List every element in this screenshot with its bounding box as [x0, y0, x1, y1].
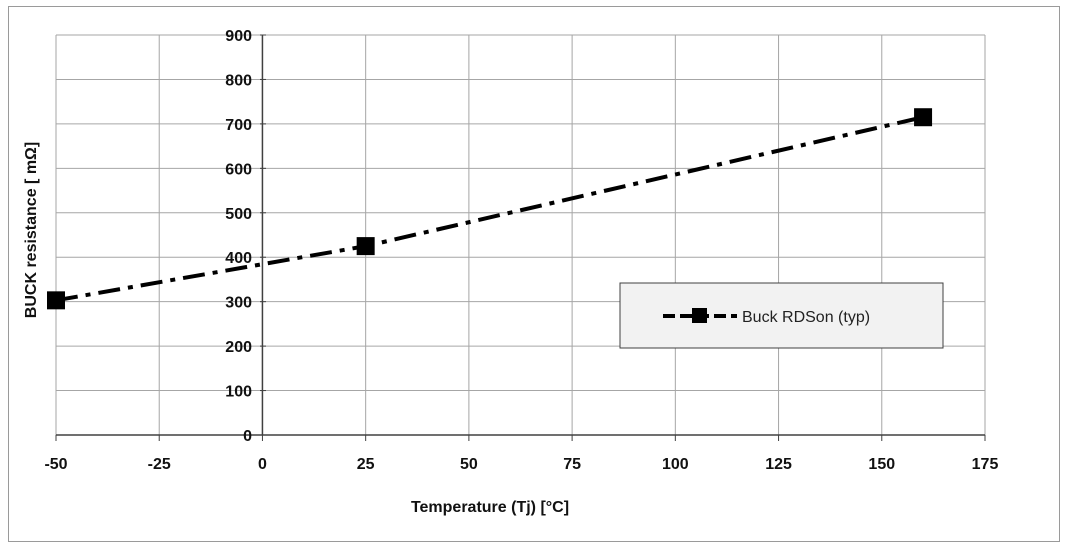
data-point-marker: [47, 291, 65, 310]
x-tick-label: 25: [357, 456, 375, 473]
grid-lines: [55, 34, 986, 436]
x-tick-label: 0: [258, 456, 267, 473]
y-axis-title: BUCK resistance [ mΩ]: [23, 142, 40, 318]
y-tick-label: 400: [225, 250, 252, 267]
data-point-marker: [356, 237, 375, 256]
y-tick-label: 900: [225, 28, 252, 45]
legend: Buck RDSon (typ): [619, 282, 944, 349]
x-axis-title: Temperature (Tj) [°C]: [411, 499, 569, 516]
legend-marker: [692, 308, 707, 323]
x-tick-label: 150: [868, 456, 895, 473]
data-point-marker: [914, 108, 933, 127]
x-tick-label: -50: [44, 456, 67, 473]
chart-frame: [8, 6, 1060, 542]
series-line: [55, 115, 924, 303]
y-tick-labels: 0 100 200 300 400 500 600 700 800 900: [225, 28, 252, 445]
x-tick-label: -25: [148, 456, 171, 473]
y-tick-label: 300: [225, 295, 252, 312]
series-layer: [47, 108, 933, 310]
x-tick-label: 75: [563, 456, 581, 473]
x-tick-label: 125: [765, 456, 792, 473]
x-tick-labels: -50 -25 0 25 50 75 100 125 150 175: [44, 456, 998, 473]
y-tick-label: 100: [225, 384, 252, 401]
y-tick-label: 500: [225, 206, 252, 223]
legend-label: Buck RDSon (typ): [742, 309, 870, 326]
y-tick-label: 200: [225, 339, 252, 356]
y-tick-label: 800: [225, 72, 252, 89]
y-tick-label: 700: [225, 117, 252, 134]
axes: [55, 34, 986, 441]
y-tick-label: 0: [243, 428, 252, 445]
x-tick-label: 100: [662, 456, 689, 473]
y-tick-label: 600: [225, 161, 252, 178]
x-tick-label: 50: [460, 456, 478, 473]
x-tick-label: 175: [972, 456, 999, 473]
